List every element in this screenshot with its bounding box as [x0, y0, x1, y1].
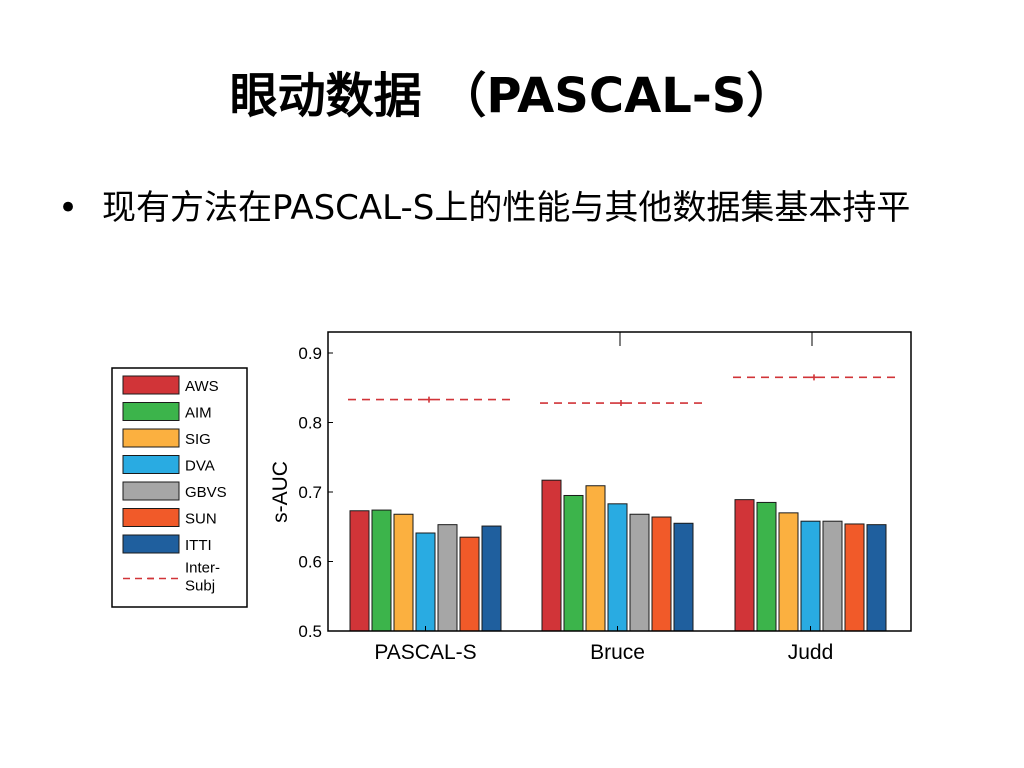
- reference-marker-bruce: [618, 400, 624, 407]
- bar-sun-bruce: [651, 516, 672, 632]
- x-category-label: Bruce: [590, 641, 645, 664]
- chart-legend: AWS AIM SIG DVA GBVS SUN ITTI Inter-Subj: [111, 367, 248, 608]
- bar-sig-judd: [778, 512, 799, 632]
- bullet-item: • 现有方法在PASCAL-S上的性能与其他数据集基本持平: [58, 186, 978, 230]
- bar-aws-bruce: [541, 479, 562, 632]
- bullet-text: 现有方法在PASCAL-S上的性能与其他数据集基本持平: [102, 188, 911, 228]
- legend-swatch-aws: [122, 375, 180, 395]
- bar-itti-bruce: [673, 522, 694, 632]
- legend-swatch-sun: [122, 508, 180, 527]
- bar-sun-judd: [844, 523, 865, 632]
- y-tick-label: 0.7: [298, 483, 322, 502]
- bar-gbvs-bruce: [629, 513, 650, 632]
- y-tick-label: 0.6: [298, 553, 322, 572]
- bar-dva-bruce: [607, 503, 628, 632]
- y-tick-label: 0.9: [298, 344, 322, 363]
- reference-marker-pascal-s: [426, 396, 432, 403]
- bars-layer: [349, 479, 887, 632]
- legend-label-inter-subj: Inter-: [185, 560, 220, 577]
- bar-aws-judd: [734, 499, 755, 632]
- legend-label-aim: AIM: [185, 405, 212, 422]
- legend-label-dva: DVA: [185, 458, 215, 475]
- legend-swatch-aim: [122, 402, 180, 421]
- bar-sun-pascal-s: [459, 536, 480, 632]
- slide-title: 眼动数据 （PASCAL-S）: [229, 68, 795, 124]
- bar-sig-bruce: [585, 485, 606, 632]
- x-category-label: PASCAL-S: [374, 641, 476, 664]
- bar-itti-pascal-s: [481, 525, 502, 632]
- legend-label-aws: AWS: [185, 378, 219, 395]
- x-category-label: Judd: [788, 641, 834, 664]
- bar-aim-bruce: [563, 494, 584, 632]
- reference-layer: [348, 374, 895, 407]
- legend-label-gbvs: GBVS: [185, 484, 227, 501]
- y-axis-title: s-AUC: [269, 461, 292, 523]
- bullet-symbol: •: [58, 188, 79, 228]
- x-axis: PASCAL-S Bruce Judd: [374, 332, 833, 664]
- bar-dva-pascal-s: [415, 532, 436, 632]
- legend-label-inter-subj: Subj: [185, 578, 215, 595]
- y-ticks: 0.5 0.6 0.7 0.8 0.9: [298, 344, 333, 641]
- bar-aim-judd: [756, 501, 777, 632]
- bar-sig-pascal-s: [393, 513, 414, 632]
- bar-aim-pascal-s: [371, 509, 392, 632]
- bar-gbvs-pascal-s: [437, 524, 458, 632]
- legend-swatch-sig: [122, 428, 180, 448]
- bar-aws-pascal-s: [349, 510, 370, 632]
- bar-itti-judd: [866, 524, 887, 632]
- reference-marker-judd: [811, 374, 817, 381]
- bar-gbvs-judd: [822, 520, 843, 632]
- y-tick-label: 0.8: [298, 414, 322, 433]
- legend-label-sig: SIG: [185, 431, 211, 448]
- y-tick-label: 0.5: [298, 622, 322, 641]
- legend-label-itti: ITTI: [185, 537, 212, 554]
- bar-dva-judd: [800, 520, 821, 632]
- y-axis: 0.5 0.6 0.7 0.8 0.9 s-AUC: [269, 344, 333, 641]
- legend-swatch-dva: [122, 455, 180, 474]
- legend-swatch-gbvs: [122, 481, 180, 501]
- legend-label-sun: SUN: [185, 511, 217, 528]
- legend-swatch-itti: [122, 534, 180, 554]
